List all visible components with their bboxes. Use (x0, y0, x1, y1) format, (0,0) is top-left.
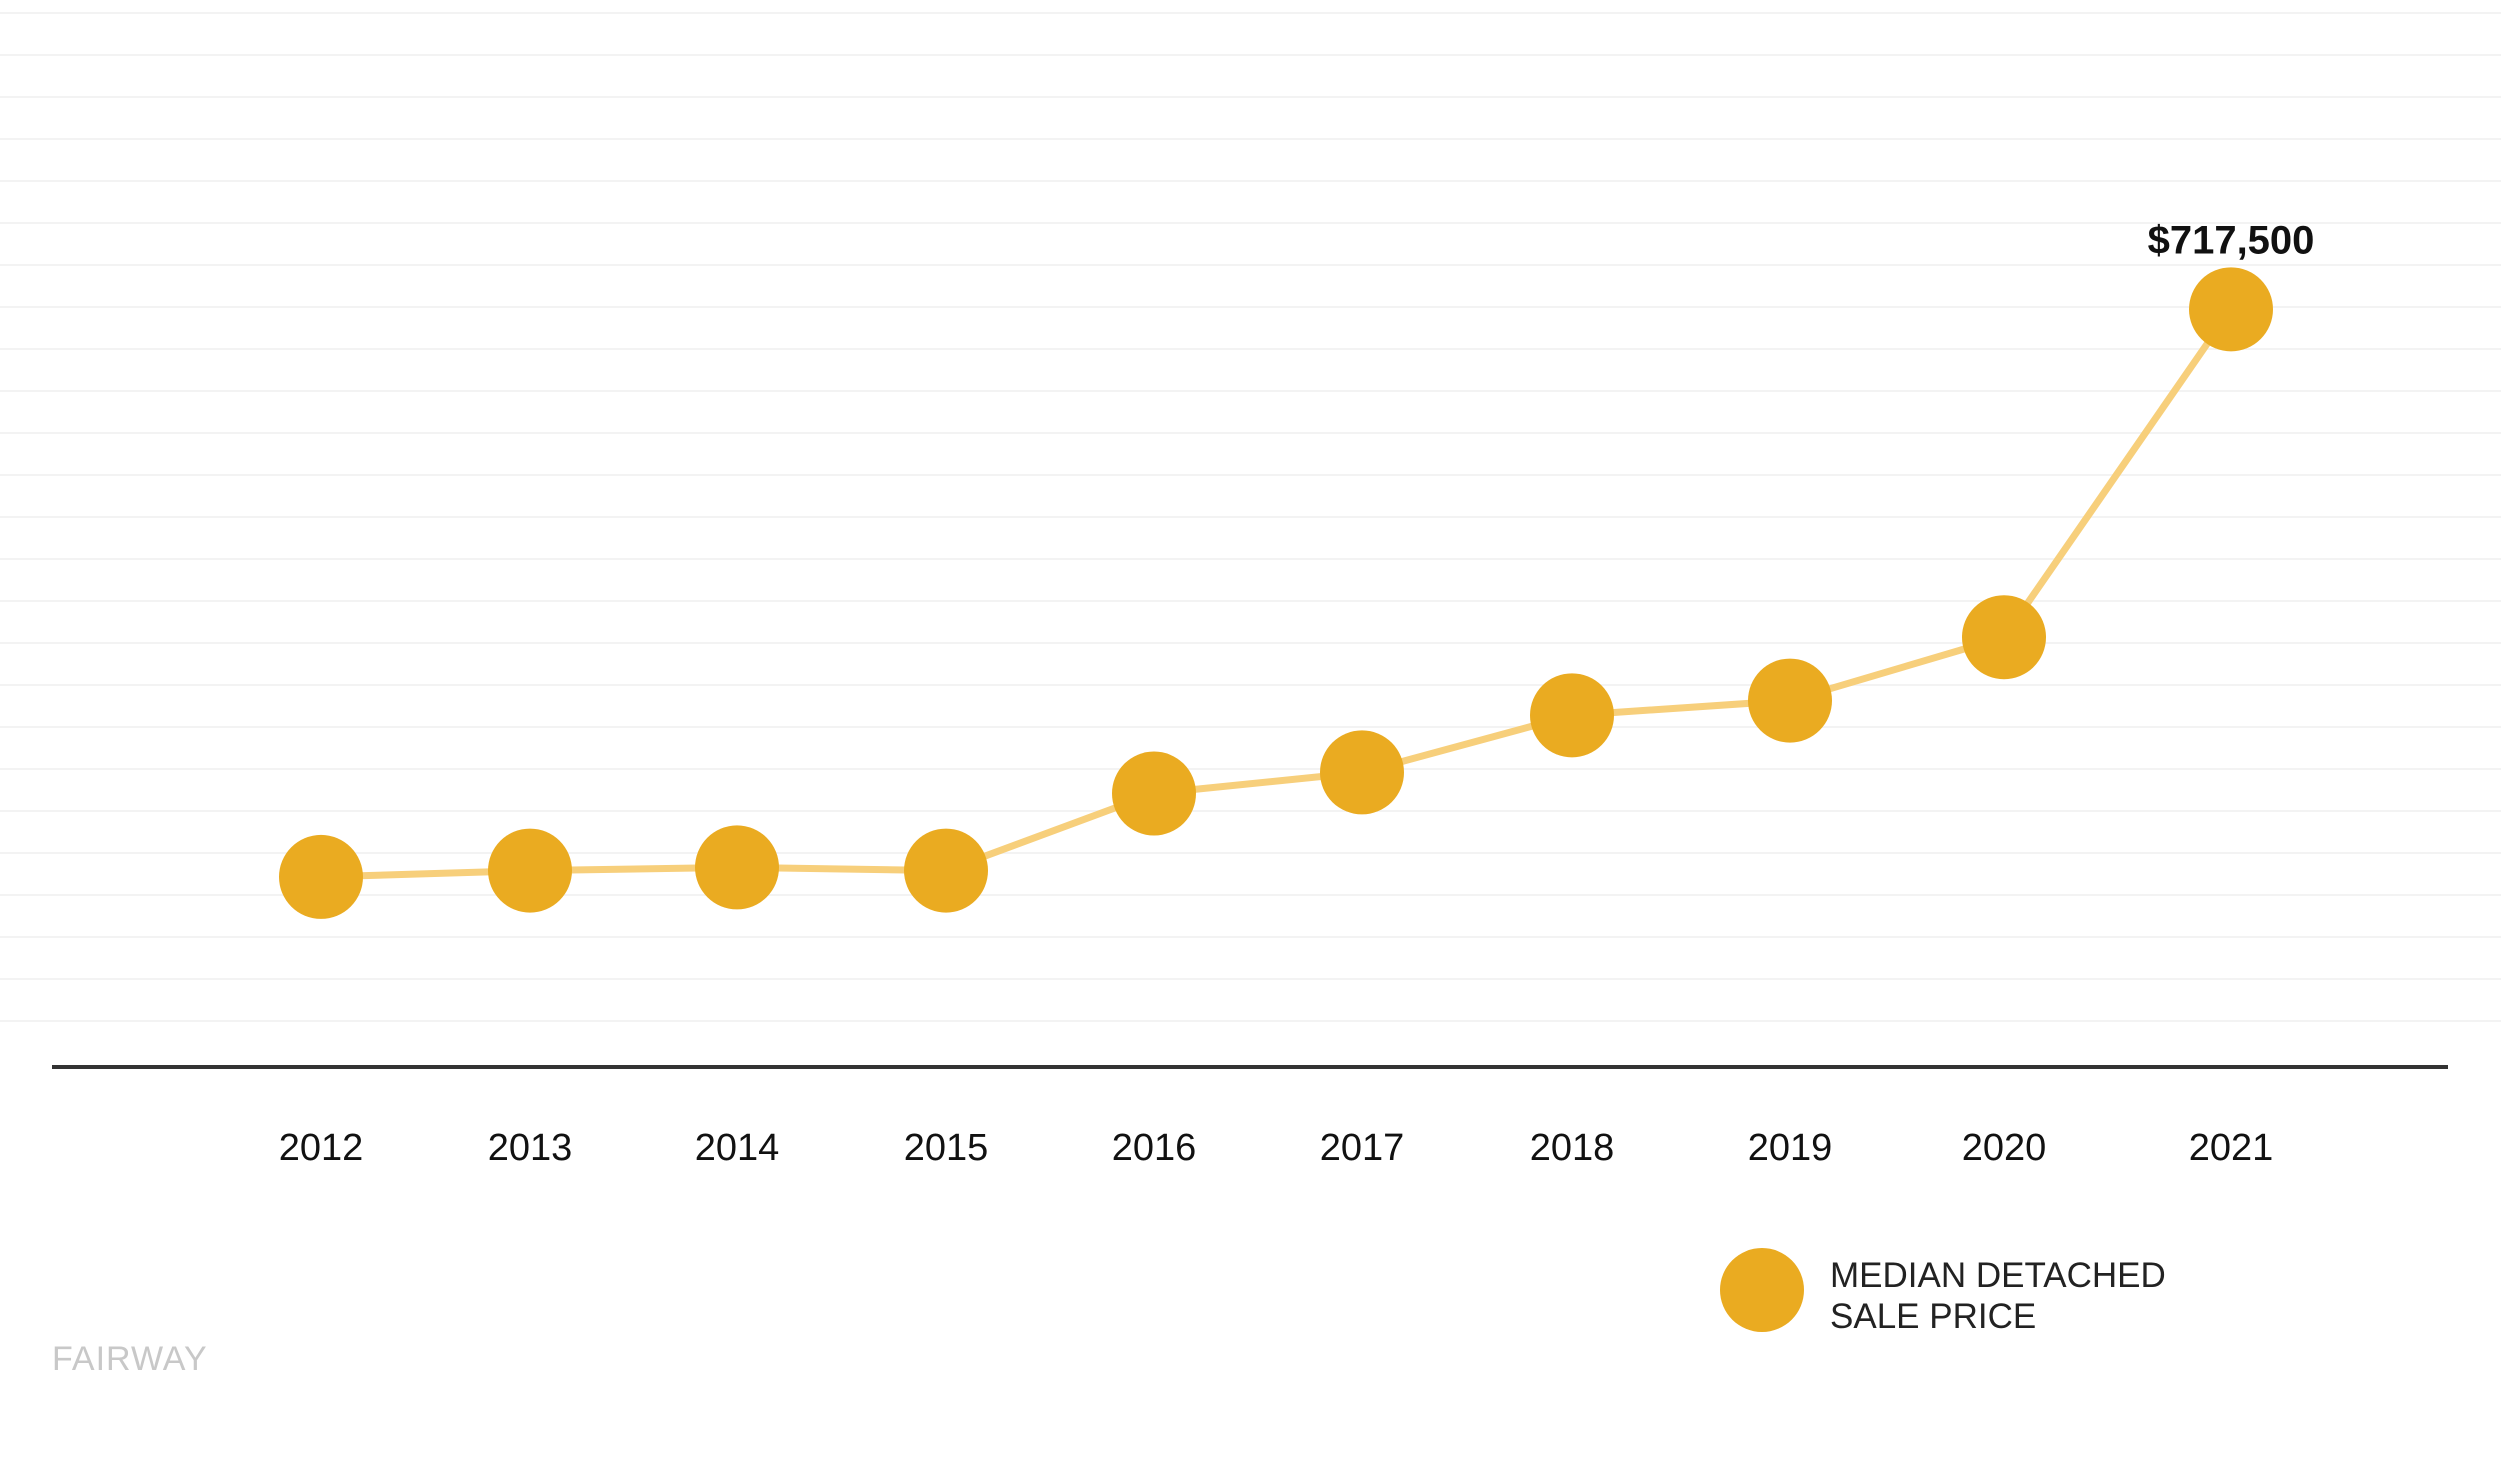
data-points (279, 267, 2273, 919)
x-tick-label-2020: 2020 (1962, 1127, 2047, 1169)
x-tick-label-2015: 2015 (904, 1127, 989, 1169)
data-point-2021 (2189, 267, 2273, 352)
legend-label-line1: MEDIAN DETACHED (1830, 1256, 2166, 1295)
gridlines (0, 12, 2501, 1022)
x-axis-tick-labels: 2012 2013 2014 2015 2016 2017 2018 2019 2020 2021 (279, 1127, 2274, 1169)
legend-label-line2: SALE PRICE (1830, 1297, 2036, 1336)
x-tick-label-2019: 2019 (1748, 1127, 1833, 1169)
x-tick-label-2016: 2016 (1112, 1127, 1197, 1169)
x-tick-label-2018: 2018 (1530, 1127, 1615, 1169)
data-point-2015 (904, 828, 988, 913)
data-labels: $717,500 (2148, 218, 2315, 262)
fairway-watermark: FAIRWAY (52, 1340, 208, 1378)
data-point-2020 (1962, 595, 2046, 680)
x-tick-label-2021: 2021 (2189, 1127, 2274, 1169)
series-line-median-detached-sale-price (317, 305, 2235, 881)
data-point-2014 (695, 825, 779, 910)
data-point-2016 (1112, 751, 1196, 836)
data-label-2021: $717,500 (2148, 218, 2315, 262)
data-point-2018 (1530, 673, 1614, 758)
data-point-2012 (279, 834, 363, 919)
x-tick-label-2014: 2014 (695, 1127, 780, 1169)
legend: MEDIAN DETACHED SALE PRICE (1720, 1248, 2166, 1336)
x-tick-label-2012: 2012 (279, 1127, 364, 1169)
data-point-2013 (488, 828, 572, 913)
legend-marker (1720, 1248, 1804, 1332)
x-tick-label-2013: 2013 (488, 1127, 573, 1169)
x-tick-label-2017: 2017 (1320, 1127, 1405, 1169)
data-point-2017 (1320, 730, 1404, 815)
data-point-2019 (1748, 658, 1832, 743)
